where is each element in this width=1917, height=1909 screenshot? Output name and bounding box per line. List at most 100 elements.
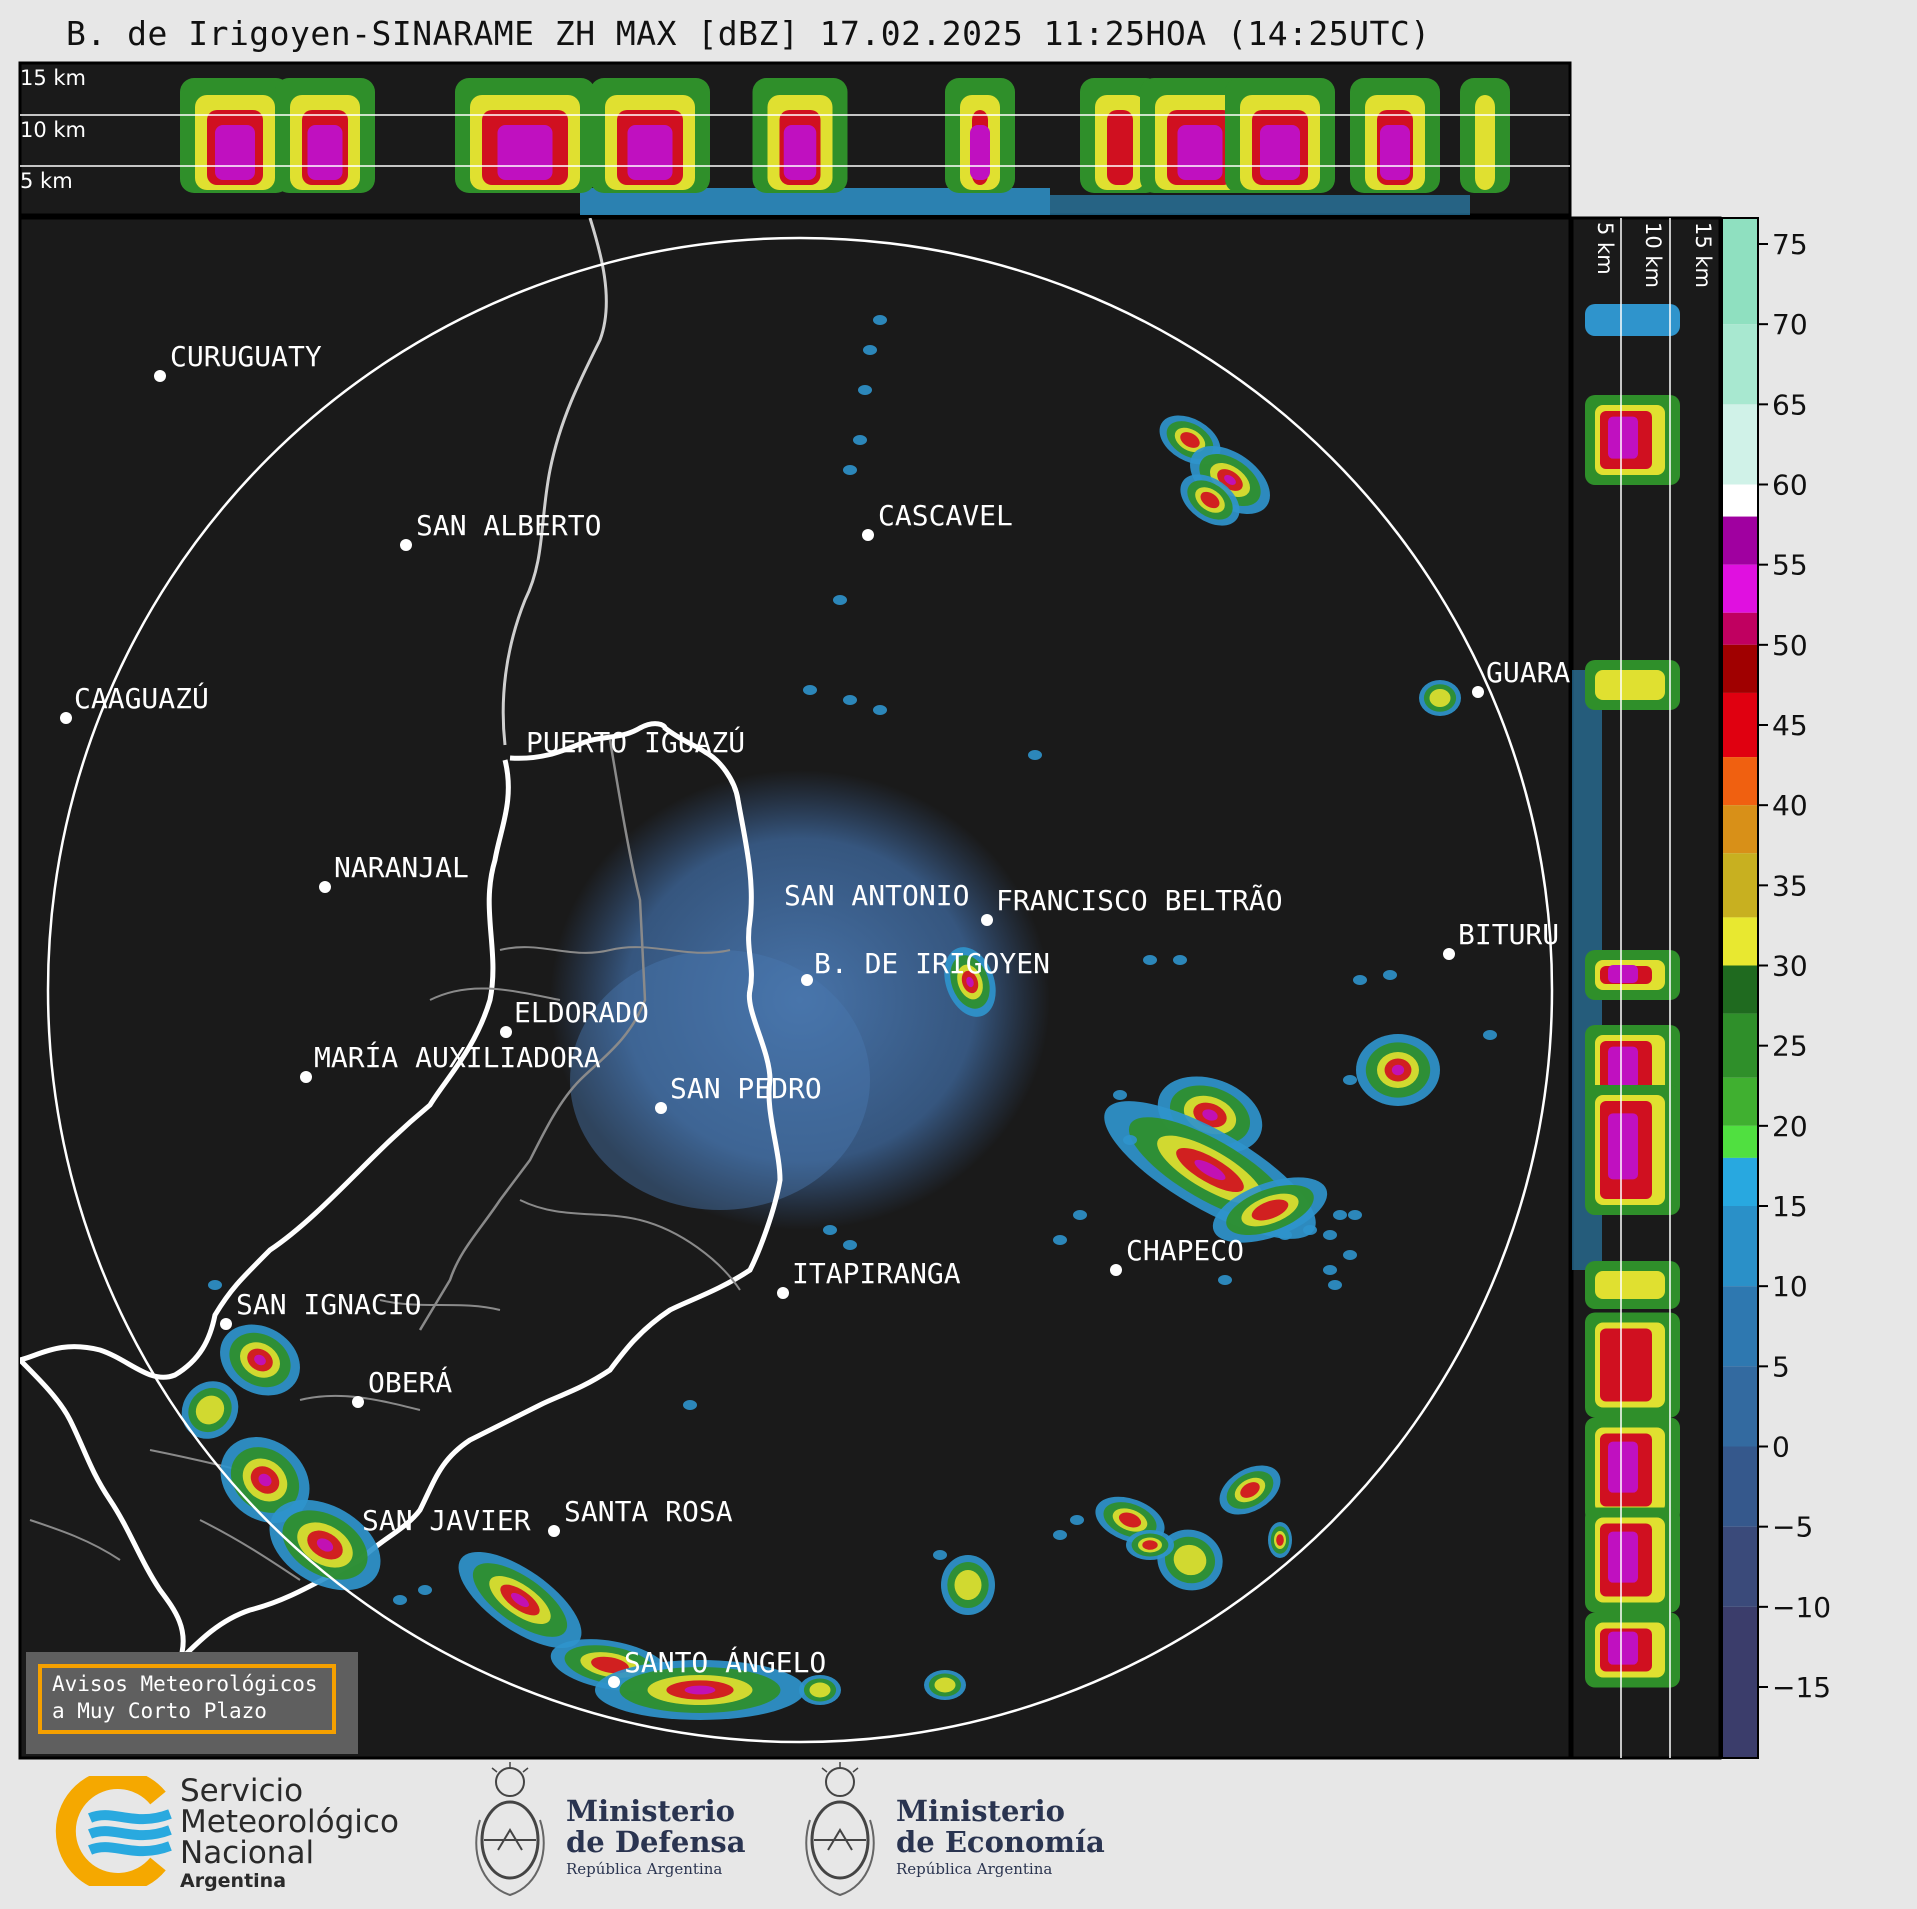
colorbar-band xyxy=(1722,564,1758,613)
city-label-b-de-irigoyen: B. DE IRIGOYEN xyxy=(814,947,1050,980)
colorbar-band xyxy=(1722,1446,1758,1527)
storm-cell xyxy=(944,947,996,1017)
echo-speck xyxy=(933,1550,947,1560)
echo-speck xyxy=(1143,955,1157,965)
echo-speck xyxy=(1113,1090,1127,1100)
top-storm-column xyxy=(180,78,290,193)
alert-banner[interactable]: Avisos Meteorológicos a Muy Corto Plazo xyxy=(26,1652,358,1754)
ground-clutter-core xyxy=(570,950,870,1210)
city-dot-san-ignacio xyxy=(220,1318,232,1330)
colorbar-band xyxy=(1722,218,1758,325)
alert-line-1: Avisos Meteorológicos xyxy=(52,1672,318,1696)
side-storm-row xyxy=(1585,950,1680,1000)
defensa-logo-text: Ministerio de Defensa República Argentin… xyxy=(566,1796,746,1880)
side-storm-row xyxy=(1585,1085,1680,1215)
colorbar-tick-label: 40 xyxy=(1772,789,1808,822)
storm-cell xyxy=(941,1555,995,1615)
city-label-puerto-iguazu: PUERTO IGUAZÚ xyxy=(526,725,745,759)
echo-speck xyxy=(1333,1210,1347,1220)
colorbar-band xyxy=(1722,612,1758,645)
echo-speck xyxy=(863,345,877,355)
smn-line-2: Meteorológico xyxy=(180,1804,399,1840)
echo-speck xyxy=(873,315,887,325)
city-label-eldorado: ELDORADO xyxy=(514,996,649,1029)
colorbar-band xyxy=(1722,805,1758,854)
alert-banner-frame[interactable]: Avisos Meteorológicos a Muy Corto Plazo xyxy=(38,1664,336,1734)
storm-cell xyxy=(220,1437,310,1523)
colorbar-band xyxy=(1722,757,1758,806)
echo-speck xyxy=(683,1400,697,1410)
storm-cell xyxy=(799,1675,841,1705)
colorbar-tick-label: 20 xyxy=(1772,1110,1808,1143)
city-label-san-antonio: SAN ANTONIO xyxy=(784,879,969,912)
side-5km-label: 5 km xyxy=(1593,222,1617,275)
city-label-san-alberto: SAN ALBERTO xyxy=(416,509,601,542)
top-15km-label: 15 km xyxy=(20,66,86,90)
storm-cell xyxy=(181,1381,239,1439)
city-dot-caaguazu xyxy=(60,712,72,724)
city-label-san-ignacio: SAN IGNACIO xyxy=(236,1288,421,1321)
top-storm-column xyxy=(590,78,710,193)
top-storm-column xyxy=(1350,78,1440,193)
city-dot-b-de-irigoyen xyxy=(801,974,813,986)
coat-of-arms-icon-economia xyxy=(805,1762,875,1897)
colorbar-frame xyxy=(1721,217,1759,1759)
storm-cell xyxy=(269,1499,381,1591)
echo-speck xyxy=(208,1280,222,1290)
echo-speck xyxy=(1073,1210,1087,1220)
colorbar-tick-label: −15 xyxy=(1772,1671,1831,1704)
storm-cell xyxy=(1180,474,1240,526)
paraguay-brazil-border xyxy=(501,218,608,746)
colorbar-tick-label: 15 xyxy=(1772,1190,1808,1223)
colorbar-tick-label: 25 xyxy=(1772,1030,1808,1063)
city-label-naranjal: NARANJAL xyxy=(334,851,469,884)
smn-logo-text: Servicio Meteorológico Nacional Argentin… xyxy=(180,1776,399,1893)
precipitation-echoes xyxy=(181,315,1497,1720)
side-storm-row xyxy=(1585,1507,1680,1613)
colorbar-band xyxy=(1722,1077,1758,1126)
top-cross-section-panel: 15 km 10 km 5 km xyxy=(18,61,1572,217)
top-5km-label: 5 km xyxy=(20,169,73,193)
city-label-bituru: BITURU xyxy=(1458,918,1559,951)
echo-speck xyxy=(1483,1030,1497,1040)
department-lines xyxy=(418,739,647,1331)
economia-line-1: Ministerio xyxy=(896,1794,1066,1828)
echo-speck xyxy=(1123,1135,1137,1145)
side-storm-row xyxy=(1585,660,1680,710)
city-label-san-javier: SAN JAVIER xyxy=(362,1504,531,1537)
city-dot-francisco-beltrao xyxy=(981,914,993,926)
city-dot-san-alberto xyxy=(400,539,412,551)
echo-speck xyxy=(853,435,867,445)
city-markers: CURUGUATY SAN ALBERTO CASCAVEL CAAGUAZÚ GUAR… xyxy=(60,340,1570,1688)
coat-of-arms-icon-defensa xyxy=(475,1762,545,1897)
echo-speck xyxy=(1328,1280,1342,1290)
storm-cell xyxy=(1212,1177,1328,1243)
echo-speck xyxy=(1173,955,1187,965)
city-dot-curuguaty xyxy=(154,370,166,382)
side-storm-row xyxy=(1585,1261,1680,1309)
colorbar-band xyxy=(1722,1606,1758,1758)
top-storm-column xyxy=(455,78,595,193)
city-label-francisco-beltrao: FRANCISCO BELTRÃO xyxy=(996,884,1283,917)
echo-speck xyxy=(843,695,857,705)
map-panel: CURUGUATY SAN ALBERTO CASCAVEL CAAGUAZÚ GUAR… xyxy=(18,216,1572,1760)
economia-logo-text: Ministerio de Economía República Argenti… xyxy=(896,1796,1105,1880)
colorbar-tick-label: 30 xyxy=(1772,950,1808,983)
colorbar-tick-label: 10 xyxy=(1772,1270,1808,1303)
side-15km-label: 15 km xyxy=(1691,222,1715,288)
colorbar-band xyxy=(1722,1125,1758,1158)
map-title: B. de Irigoyen-SINARAME ZH MAX [dBZ] 17.… xyxy=(66,14,1431,53)
uruguay-iguazu-border xyxy=(178,721,783,1662)
city-dot-naranjal xyxy=(319,881,331,893)
defensa-line-2: de Defensa xyxy=(566,1825,746,1859)
echo-speck xyxy=(843,1240,857,1250)
colorbar-band xyxy=(1722,644,1758,693)
smn-line-3: Nacional xyxy=(180,1835,315,1871)
top-storm-column xyxy=(1460,78,1510,193)
side-storm-row xyxy=(1585,1417,1680,1523)
echo-speck xyxy=(823,1225,837,1235)
colorbar-band xyxy=(1722,965,1758,1014)
colorbar-band xyxy=(1722,404,1758,485)
colorbar-tick-label: 75 xyxy=(1772,228,1808,261)
